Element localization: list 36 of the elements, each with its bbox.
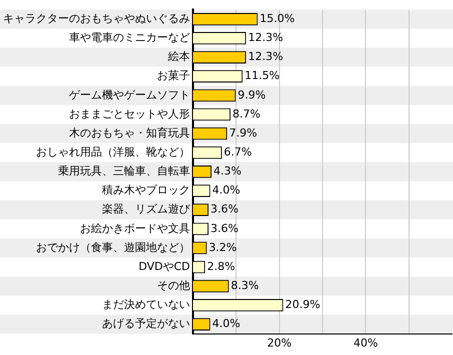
data-label: 3.6% — [210, 202, 238, 216]
y-tick-label: ゲーム機やゲームソフト — [69, 88, 190, 102]
y-tick-label: お菓子 — [157, 69, 190, 82]
data-label: 15.0% — [260, 12, 295, 25]
data-label: 7.9% — [229, 126, 258, 140]
y-tick-label: あげる予定がない — [102, 317, 190, 330]
y-tick-label: その他 — [157, 278, 190, 292]
data-label: 20.9% — [285, 298, 320, 312]
y-tick-label: DVDやCD — [138, 260, 190, 273]
data-label: 4.0% — [212, 184, 240, 197]
y-tick-label: 乗用玩具、三輪車、自転車 — [58, 164, 190, 178]
data-label: 11.5% — [244, 69, 280, 82]
y-tick-label: おしゃれ用品（洋服、靴など） — [36, 145, 190, 158]
y-tick-label: お絵かきボードや文具 — [80, 222, 190, 235]
data-label: 3.2% — [208, 240, 237, 254]
data-label: 9.9% — [238, 88, 266, 102]
y-tick-label: キャラクターのおもちゃやぬいぐるみ — [3, 12, 190, 25]
y-tick-label: 車や電車のミニカーなど — [69, 31, 190, 44]
y-tick-label: 積み木やブロック — [102, 184, 190, 197]
x-tick-label: 20% — [267, 336, 292, 350]
x-tick-label: 40% — [353, 336, 378, 350]
y-tick-label: 絵本 — [167, 50, 190, 64]
y-tick-label: おままごとセットや人形 — [69, 107, 190, 120]
data-label: 8.3% — [230, 278, 259, 292]
y-tick-label: 楽器、リズム遊び — [102, 202, 191, 216]
data-label: 2.8% — [207, 260, 236, 273]
data-label: 4.0% — [212, 317, 240, 330]
y-tick-label: 木のおもちゃ・知育玩具 — [69, 126, 190, 140]
data-label: 12.3% — [248, 50, 284, 64]
data-label: 12.3% — [248, 31, 284, 44]
y-tick-label: まだ決めていない — [102, 298, 190, 312]
y-tick-label: おでかけ（食事、遊園地など） — [36, 240, 190, 254]
data-label: 6.7% — [224, 145, 252, 158]
data-label: 4.3% — [214, 164, 242, 178]
data-label: 8.7% — [232, 107, 261, 120]
data-label: 3.6% — [210, 222, 238, 235]
